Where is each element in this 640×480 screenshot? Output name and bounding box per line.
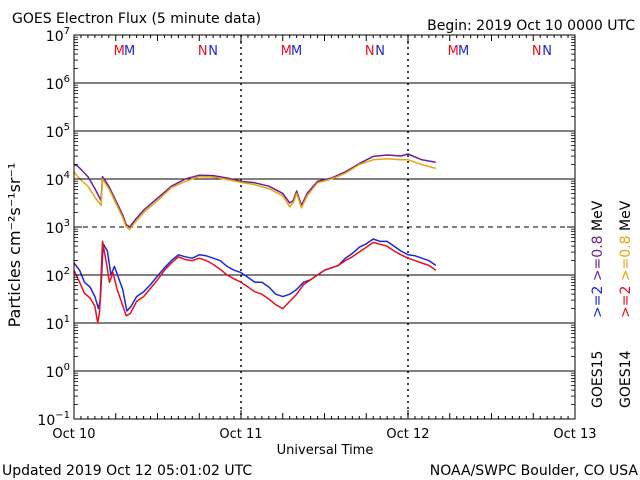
y-tick-label: 10−1 [37,410,70,429]
local-time-marker: M [281,44,292,59]
local-time-marker: M [448,44,459,59]
updated-label: Updated 2019 Oct 12 05:01:02 UTC [2,463,252,479]
y-tick-label: 100 [46,362,70,381]
legend-entry: >=2 [618,286,634,318]
y-tick-label: 107 [46,26,70,45]
x-tick-label: Oct 13 [553,427,596,442]
y-tick-label: 102 [46,266,70,285]
x-tick-label: Oct 10 [52,427,95,442]
series-line-goes15-2-mev [73,238,437,312]
legend-entry: >=2 [590,286,606,318]
local-time-marker: N [365,44,375,59]
series-line-goes15-0-8-mev [73,153,436,228]
local-time-marker: M [291,44,302,59]
legend-goes14-entries: >=2 >=0.8 MeV [618,200,634,318]
legend-goes14-label: GOES14 [618,350,634,408]
y-tick-label: 106 [46,74,70,93]
legend-goes15-entries: >=2 >=0.8 MeV [590,200,606,318]
local-time-marker: N [532,44,542,59]
y-axis-label: Particles cm⁻²s⁻¹sr⁻¹ [5,163,24,328]
source-label: NOAA/SWPC Boulder, CO USA [430,463,639,479]
legend-entry: MeV [590,200,606,235]
series-line-goes14-0-8-mev [73,158,436,231]
chart-title: GOES Electron Flux (5 minute data) [12,11,261,27]
series-line-goes14-2-mev [73,240,437,324]
legend-entry: >=0.8 [618,235,634,285]
legend-entry: MeV [618,200,634,235]
local-time-marker: M [114,44,125,59]
local-time-marker: M [458,44,469,59]
local-time-marker: N [375,44,385,59]
local-time-marker: N [198,44,208,59]
x-axis-label: Universal Time [277,443,374,458]
local-time-marker: N [542,44,552,59]
y-tick-label: 104 [46,170,70,189]
begin-label: Begin: 2019 Oct 10 0000 UTC [427,18,635,34]
local-time-marker: M [124,44,135,59]
legend-entry: >=0.8 [590,235,606,285]
x-tick-label: Oct 11 [219,427,262,442]
y-tick-label: 105 [46,122,70,141]
legend-goes15-label: GOES15 [590,351,606,408]
y-tick-label: 103 [46,218,70,237]
y-tick-label: 101 [46,314,70,333]
x-tick-label: Oct 12 [386,427,429,442]
local-time-marker: N [208,44,218,59]
